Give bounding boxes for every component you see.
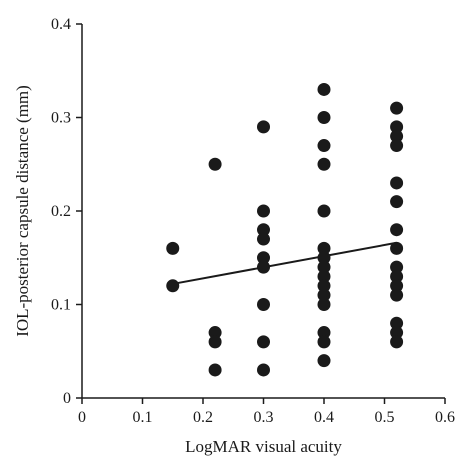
y-tick-label: 0.2 bbox=[51, 203, 71, 220]
data-point bbox=[317, 241, 331, 255]
data-point bbox=[317, 111, 331, 124]
y-tick-label: 0.3 bbox=[51, 110, 71, 127]
data-point bbox=[257, 251, 270, 265]
y-tick-label: 0.1 bbox=[51, 297, 71, 314]
y-tick-label: 0 bbox=[63, 390, 71, 407]
data-point bbox=[317, 260, 331, 274]
data-point bbox=[317, 251, 331, 265]
data-point bbox=[317, 354, 331, 368]
x-axis-ticks: 0 0.1 0.2 0.3 0.4 0.5 0.6 bbox=[78, 398, 455, 426]
data-point bbox=[317, 204, 331, 218]
data-point bbox=[390, 139, 404, 153]
data-point bbox=[208, 363, 222, 377]
data-point bbox=[390, 260, 404, 274]
x-tick-label: 0.6 bbox=[435, 409, 455, 426]
y-axis-ticks: 0 0.1 0.2 0.3 0.4 bbox=[51, 16, 82, 407]
data-point bbox=[390, 176, 404, 190]
data-point bbox=[257, 363, 270, 377]
data-point bbox=[390, 279, 404, 293]
data-point bbox=[390, 316, 404, 330]
y-tick-label: 0.4 bbox=[51, 16, 71, 33]
data-point bbox=[166, 241, 180, 255]
data-point bbox=[166, 279, 180, 293]
x-axis-title: LogMAR visual acuity bbox=[185, 437, 342, 456]
data-point bbox=[208, 157, 222, 171]
data-point bbox=[257, 120, 270, 134]
data-point bbox=[390, 288, 404, 302]
data-point bbox=[208, 326, 222, 340]
data-point bbox=[390, 335, 404, 349]
x-tick-label: 0.4 bbox=[314, 409, 334, 426]
data-point bbox=[390, 101, 404, 115]
x-tick-label: 0.2 bbox=[193, 409, 213, 426]
y-axis-title: IOL-posterior capsule distance (mm) bbox=[13, 85, 32, 337]
data-point bbox=[390, 120, 404, 134]
trend-line bbox=[172, 241, 397, 285]
data-point bbox=[208, 335, 222, 349]
plot-area bbox=[166, 82, 404, 377]
data-point bbox=[317, 298, 331, 311]
data-point bbox=[257, 298, 270, 311]
data-point bbox=[317, 82, 331, 96]
x-tick-label: 0.3 bbox=[254, 409, 274, 426]
x-tick-label: 0 bbox=[78, 409, 86, 426]
data-point bbox=[257, 232, 270, 246]
data-point bbox=[257, 223, 270, 237]
data-point bbox=[317, 288, 331, 302]
data-point bbox=[390, 241, 404, 255]
data-point bbox=[317, 279, 331, 293]
data-point bbox=[390, 195, 404, 209]
data-point bbox=[317, 326, 331, 340]
data-point bbox=[257, 335, 270, 349]
data-point bbox=[317, 157, 331, 171]
data-point bbox=[317, 269, 331, 283]
data-point bbox=[390, 326, 404, 340]
data-point bbox=[257, 204, 270, 218]
data-point bbox=[390, 129, 404, 143]
x-tick-label: 0.5 bbox=[375, 409, 395, 426]
data-point bbox=[317, 139, 331, 153]
data-point bbox=[317, 335, 331, 349]
x-tick-label: 0.1 bbox=[133, 409, 153, 426]
data-point bbox=[390, 223, 404, 237]
data-point bbox=[390, 269, 404, 283]
